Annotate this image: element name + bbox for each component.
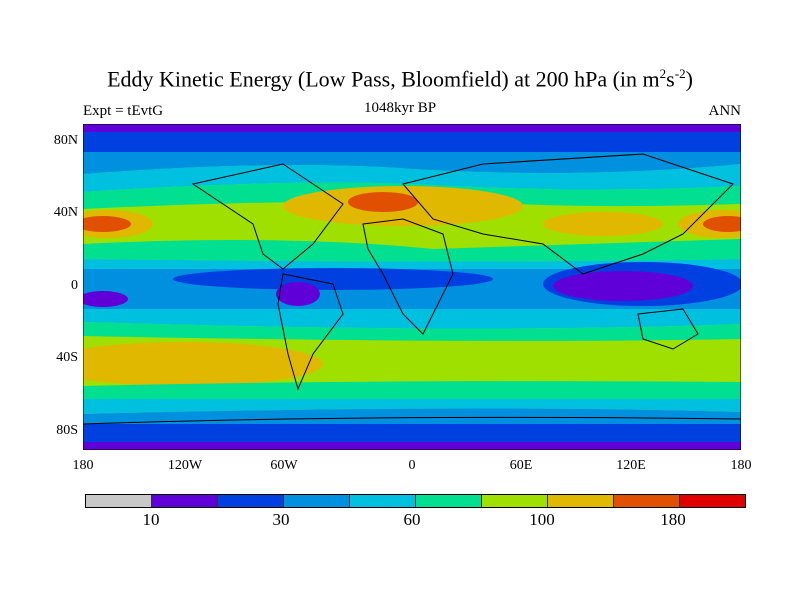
season-label: ANN [708, 103, 742, 119]
x-tick-label: 120E [616, 458, 646, 473]
colorbar-swatch [548, 495, 614, 507]
colorbar-swatch [86, 495, 152, 507]
colorbar-label: 10 [142, 510, 160, 529]
x-tick-label: 60W [270, 458, 298, 473]
colorbar-swatch [614, 495, 680, 507]
x-tick-label: 0 [408, 458, 416, 473]
x-tick-label: 120W [167, 458, 203, 473]
eke-contour-map [83, 124, 741, 450]
colorbar-label: 60 [403, 510, 421, 529]
colorbar-label: 30 [272, 510, 290, 529]
colorbar-swatch [350, 495, 416, 507]
colorbar-label: 180 [660, 510, 686, 529]
x-tick-label: 180 [72, 458, 94, 473]
colorbar-swatch [284, 495, 350, 507]
colorbar-swatch [218, 495, 284, 507]
colorbar [85, 494, 746, 508]
colorbar-swatch [152, 495, 218, 507]
coastlines [83, 153, 741, 425]
y-tick-label: 40N [53, 205, 78, 220]
contour-fills [83, 124, 741, 450]
y-tick-label: 80N [53, 133, 78, 148]
colorbar-swatch [482, 495, 548, 507]
x-tick-label: 180 [730, 458, 752, 473]
experiment-label: Expt = tEvtG [83, 103, 164, 119]
y-tick-label: 80S [56, 423, 78, 438]
colorbar-swatch [680, 495, 745, 507]
x-tick-label: 60E [509, 458, 533, 473]
colorbar-label: 100 [529, 510, 555, 529]
y-tick-label: 0 [71, 278, 78, 293]
plot-title: Eddy Kinetic Energy (Low Pass, Bloomfiel… [107, 66, 693, 92]
y-tick-label: 40S [56, 350, 78, 365]
colorbar-swatch [416, 495, 482, 507]
time-label: 1048kyr BP [363, 100, 437, 116]
